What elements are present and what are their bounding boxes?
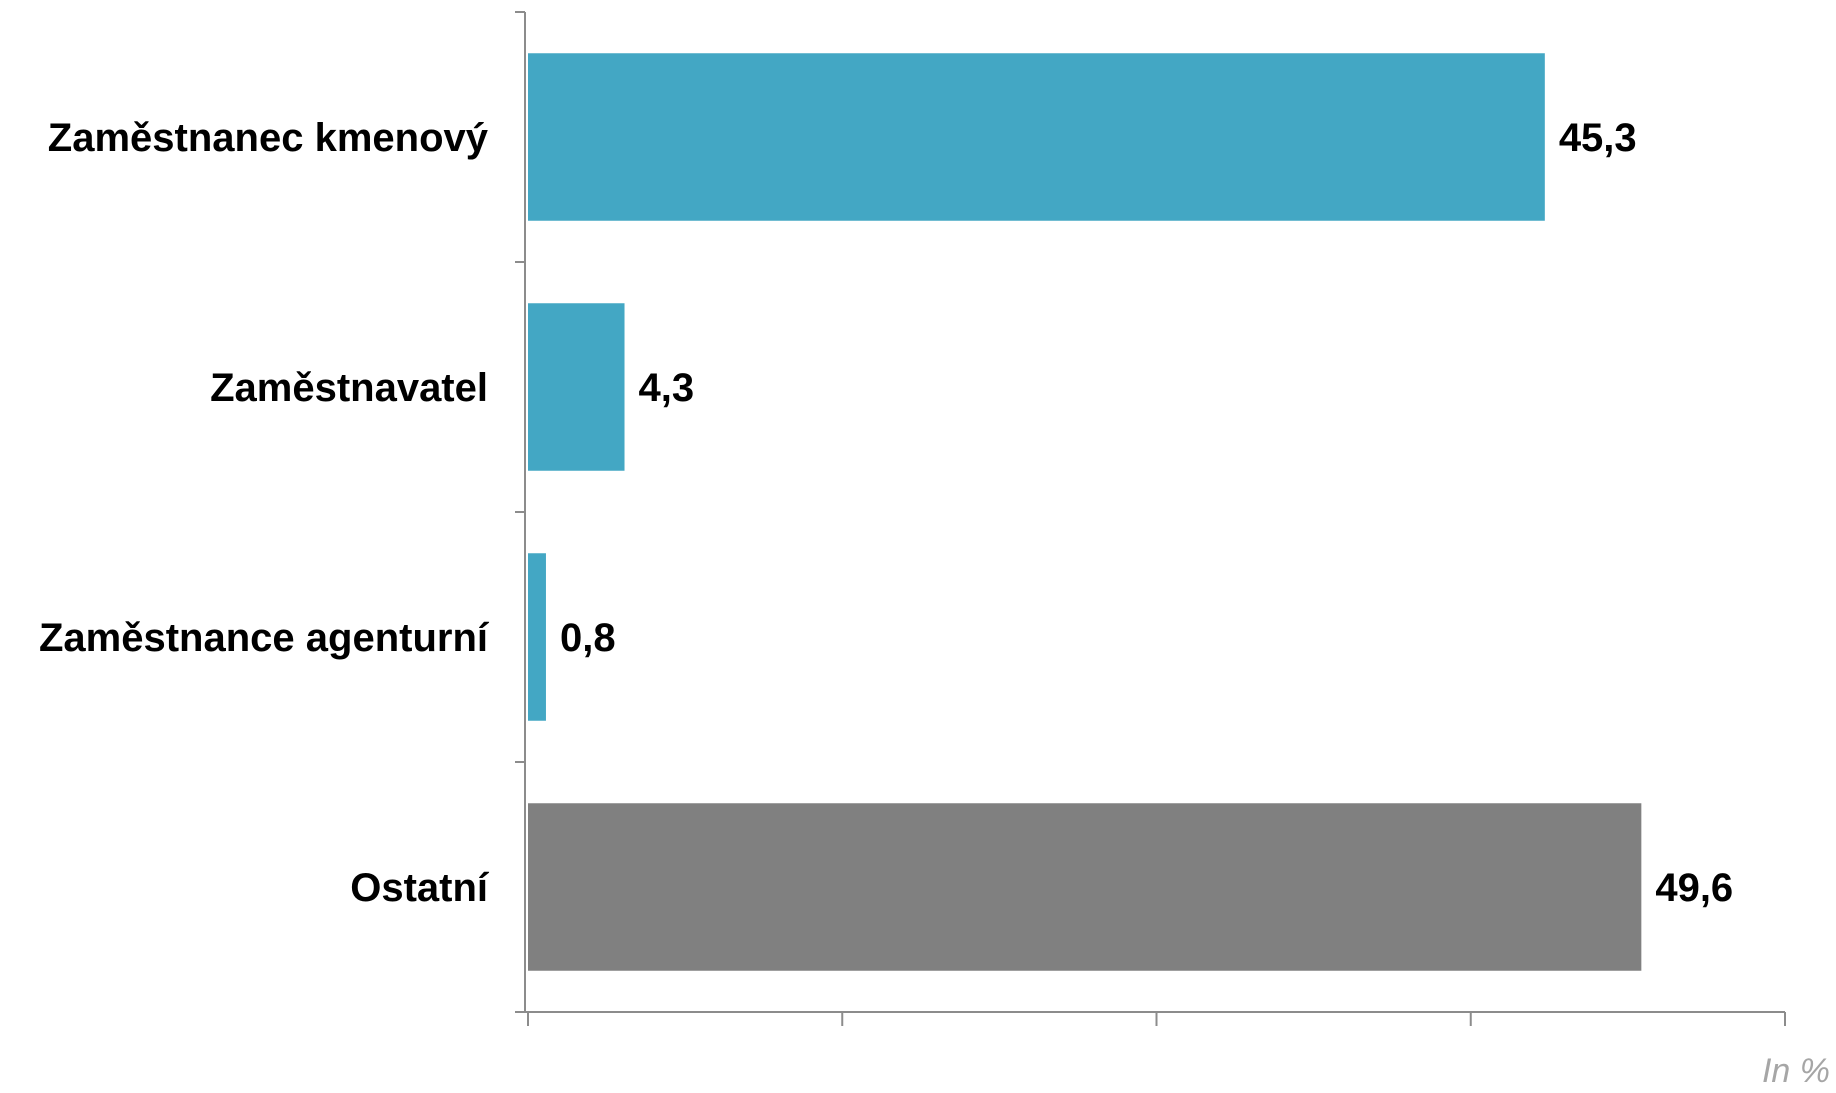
labels-layer: 45,3 Zaměstnanec kmenový 4,3 Zaměstnavatel 0… [39, 116, 1733, 910]
bar-1 [528, 53, 1545, 221]
category-label-2: Zaměstnavatel [210, 366, 488, 410]
value-label-1: 45,3 [1559, 116, 1637, 160]
value-label-3: 0,8 [560, 616, 616, 660]
bar-2 [528, 303, 625, 471]
bar-3 [528, 553, 546, 721]
bar-4 [528, 803, 1642, 971]
category-label-1: Zaměstnanec kmenový [48, 116, 489, 160]
category-label-3: Zaměstnance agenturní [39, 616, 490, 660]
bars-layer [528, 53, 1642, 971]
value-label-2: 4,3 [639, 366, 695, 410]
unit-label: In % [1762, 1052, 1830, 1088]
axes-layer [515, 11, 1786, 1026]
value-label-4: 49,6 [1655, 866, 1733, 910]
category-label-4: Ostatní [350, 866, 490, 910]
